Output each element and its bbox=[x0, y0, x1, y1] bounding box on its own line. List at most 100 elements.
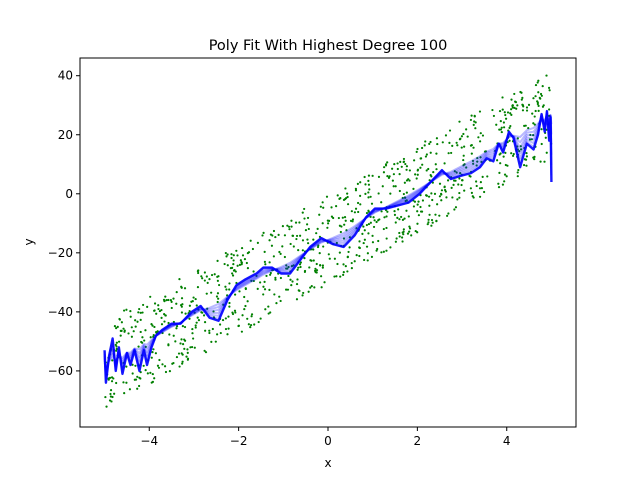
scatter-point bbox=[539, 92, 543, 96]
scatter-point bbox=[175, 291, 178, 294]
scatter-point bbox=[386, 161, 389, 164]
scatter-point bbox=[339, 275, 342, 278]
scatter-point bbox=[336, 194, 339, 197]
scatter-point bbox=[265, 274, 268, 278]
scatter-point bbox=[170, 306, 173, 310]
scatter-point bbox=[400, 215, 403, 219]
scatter-point bbox=[436, 203, 439, 206]
scatter-point bbox=[537, 91, 540, 94]
scatter-point bbox=[224, 317, 227, 320]
scatter-point bbox=[405, 168, 408, 171]
scatter-point bbox=[426, 223, 429, 226]
scatter-point bbox=[538, 96, 541, 99]
scatter-point bbox=[427, 195, 431, 198]
scatter-point bbox=[210, 291, 213, 294]
scatter-point bbox=[240, 330, 243, 333]
scatter-point bbox=[168, 333, 171, 336]
scatter-point bbox=[226, 294, 229, 297]
scatter-point bbox=[223, 262, 226, 266]
scatter-point bbox=[228, 305, 231, 308]
scatter-point bbox=[534, 83, 538, 87]
scatter-point bbox=[181, 324, 184, 328]
scatter-point bbox=[496, 159, 499, 162]
scatter-point bbox=[424, 140, 427, 143]
scatter-point bbox=[431, 198, 434, 202]
scatter-point bbox=[225, 288, 228, 291]
scatter-point bbox=[111, 359, 114, 362]
scatter-point bbox=[161, 363, 164, 366]
scatter-point bbox=[301, 294, 304, 297]
scatter-point bbox=[470, 191, 473, 194]
scatter-point bbox=[216, 333, 219, 336]
scatter-point bbox=[504, 113, 507, 117]
scatter-point bbox=[289, 278, 292, 281]
scatter-point bbox=[536, 100, 539, 103]
scatter-point bbox=[115, 349, 118, 352]
scatter-point bbox=[181, 343, 185, 346]
scatter-point bbox=[358, 254, 361, 258]
scatter-point bbox=[181, 303, 184, 306]
scatter-point bbox=[475, 164, 478, 167]
scatter-point bbox=[246, 267, 250, 270]
scatter-point bbox=[348, 246, 351, 249]
scatter-point bbox=[380, 201, 383, 204]
scatter-point bbox=[183, 338, 186, 341]
scatter-point bbox=[264, 308, 267, 311]
scatter-point bbox=[234, 270, 237, 273]
scatter-point bbox=[372, 225, 376, 229]
scatter-point bbox=[129, 310, 132, 313]
scatter-point bbox=[316, 227, 319, 230]
scatter-point bbox=[419, 205, 422, 209]
scatter-point bbox=[291, 234, 295, 237]
scatter-point bbox=[435, 152, 438, 155]
scatter-point bbox=[438, 214, 441, 217]
scatter-point bbox=[153, 302, 157, 305]
scatter-point bbox=[279, 252, 282, 256]
scatter-point bbox=[122, 381, 125, 384]
scatter-point bbox=[292, 245, 295, 248]
scatter-point bbox=[230, 253, 233, 256]
scatter-point bbox=[263, 260, 266, 263]
scatter-point bbox=[430, 192, 433, 195]
scatter-point bbox=[283, 255, 286, 259]
scatter-point bbox=[509, 124, 512, 128]
scatter-point bbox=[232, 269, 236, 272]
scatter-point bbox=[506, 164, 509, 167]
scatter-point bbox=[453, 170, 456, 173]
scatter-point bbox=[290, 225, 293, 228]
scatter-point bbox=[275, 302, 278, 305]
scatter-point bbox=[405, 191, 408, 194]
x-tick-label: 2 bbox=[414, 434, 422, 448]
scatter-point bbox=[399, 160, 402, 163]
scatter-point bbox=[438, 195, 441, 198]
scatter-point bbox=[367, 179, 370, 182]
scatter-point bbox=[460, 183, 463, 187]
scatter-point bbox=[335, 241, 338, 245]
scatter-point bbox=[404, 199, 407, 203]
scatter-point bbox=[420, 146, 424, 150]
scatter-point bbox=[441, 141, 444, 144]
scatter-point bbox=[408, 227, 412, 230]
scatter-point bbox=[521, 104, 525, 107]
scatter-point bbox=[313, 286, 316, 289]
scatter-point bbox=[281, 225, 284, 228]
scatter-point bbox=[512, 152, 515, 156]
scatter-point bbox=[401, 240, 404, 243]
scatter-point bbox=[221, 318, 225, 322]
scatter-point bbox=[205, 292, 208, 295]
scatter-point bbox=[516, 104, 519, 107]
scatter-point bbox=[312, 238, 315, 241]
scatter-point bbox=[431, 221, 434, 224]
scatter-point bbox=[498, 171, 501, 174]
scatter-point bbox=[527, 103, 531, 106]
scatter-point bbox=[138, 307, 141, 311]
scatter-point bbox=[452, 183, 455, 186]
scatter-point bbox=[181, 360, 184, 363]
scatter-point bbox=[232, 259, 235, 262]
scatter-point bbox=[394, 221, 397, 224]
scatter-point bbox=[222, 303, 225, 306]
scatter-point bbox=[152, 348, 155, 351]
scatter-point bbox=[307, 227, 310, 231]
scatter-point bbox=[153, 325, 156, 329]
scatter-point bbox=[288, 228, 291, 231]
